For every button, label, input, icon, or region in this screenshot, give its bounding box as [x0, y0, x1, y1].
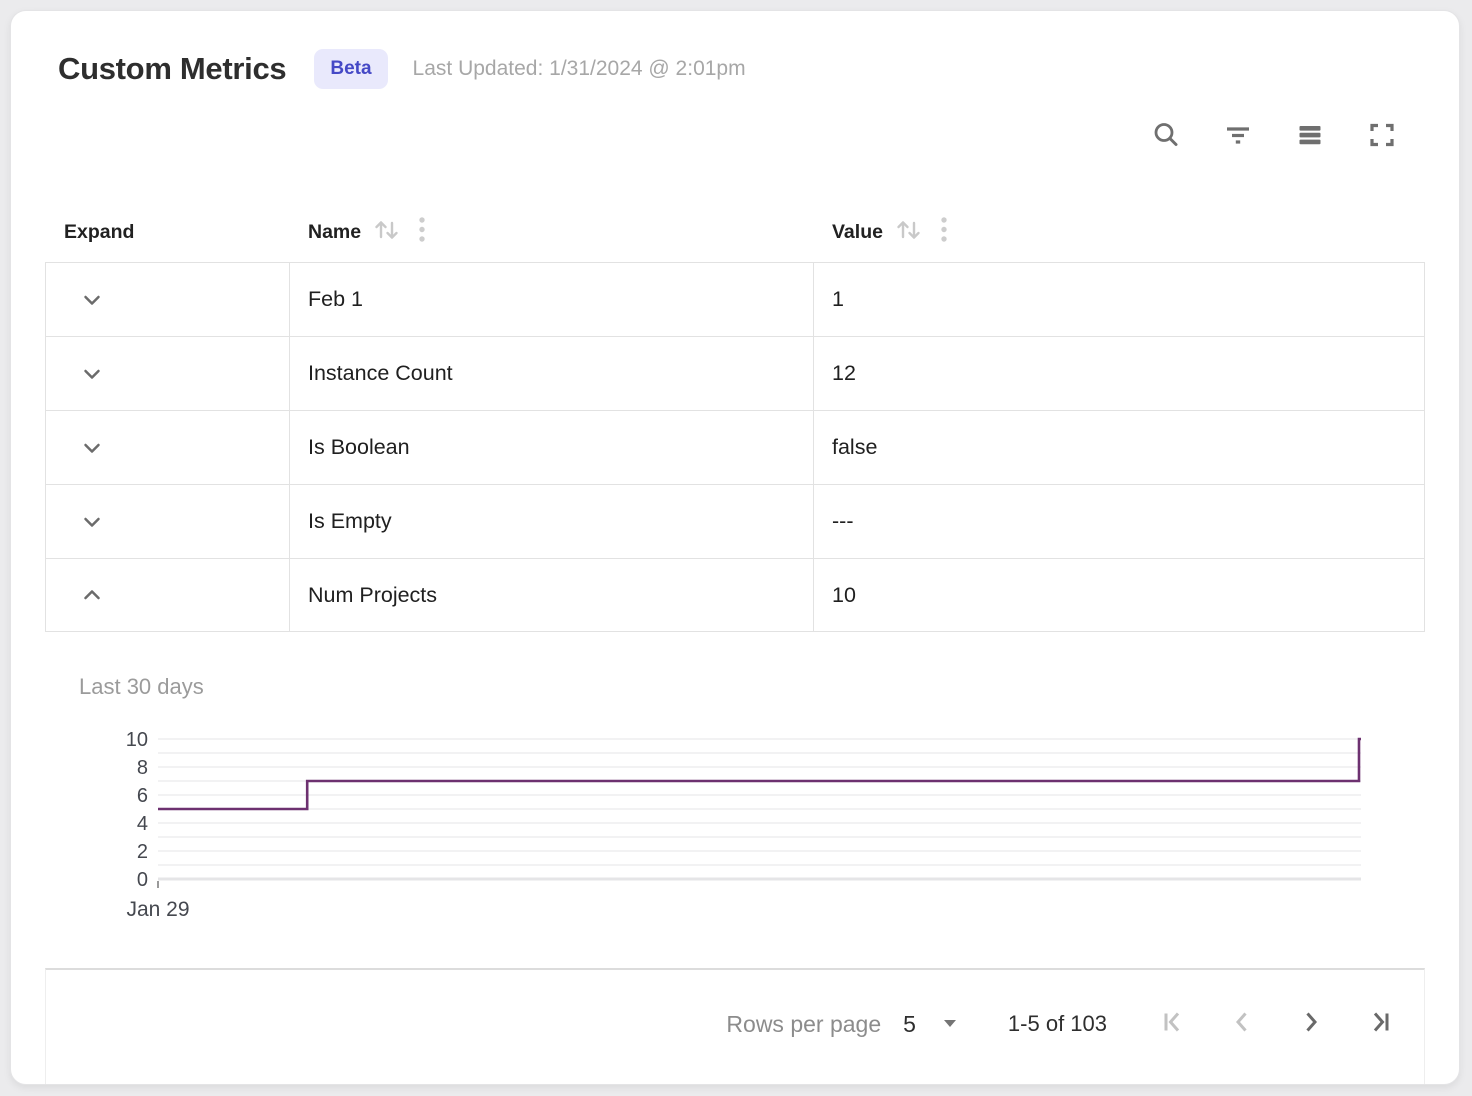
expand-chevron-icon[interactable]	[79, 509, 105, 535]
svg-text:Jan 29: Jan 29	[126, 898, 189, 921]
grid-toolbar	[11, 122, 1398, 152]
cell-name: Instance Count	[289, 337, 813, 410]
fullscreen-icon	[1367, 120, 1397, 155]
table-row[interactable]: Num Projects 10	[46, 558, 1424, 632]
first-page-icon	[1159, 1008, 1187, 1041]
pager-controls	[1159, 1010, 1394, 1038]
data-grid: Expand Name Value	[45, 202, 1425, 933]
first-page-button[interactable]	[1159, 1010, 1187, 1038]
cell-name: Is Boolean	[289, 411, 813, 484]
filter-icon	[1223, 120, 1253, 155]
svg-text:2: 2	[137, 841, 148, 863]
previous-page-button[interactable]	[1228, 1010, 1256, 1038]
last-page-icon	[1366, 1008, 1394, 1041]
next-page-button[interactable]	[1297, 1010, 1325, 1038]
fullscreen-button[interactable]	[1366, 122, 1398, 152]
cell-name: Num Projects	[289, 559, 813, 631]
step-line-chart: 0 2 4 6 8 10 Jan 29	[126, 729, 1361, 921]
last-page-button[interactable]	[1366, 1010, 1394, 1038]
chevron-down-icon	[942, 1015, 958, 1033]
expand-chevron-icon[interactable]	[79, 435, 105, 461]
column-header-name[interactable]: Name	[289, 214, 813, 251]
cell-value: 12	[813, 337, 1424, 410]
density-icon	[1295, 120, 1325, 155]
column-label: Value	[832, 220, 883, 243]
last-updated-text: Last Updated: 1/31/2024 @ 2:01pm	[412, 57, 746, 80]
svg-text:6: 6	[137, 785, 148, 807]
filter-button[interactable]	[1222, 122, 1254, 152]
chevron-left-icon	[1228, 1008, 1256, 1041]
density-button[interactable]	[1294, 122, 1326, 152]
rows-per-page-select[interactable]: 5	[903, 1011, 958, 1038]
rows-per-page-label: Rows per page	[726, 1010, 882, 1037]
beta-badge: Beta	[314, 49, 388, 89]
grid-body: Feb 1 1 Instance Count 12 Is Boolean fal…	[45, 262, 1425, 632]
table-row[interactable]: Instance Count 12	[46, 336, 1424, 410]
column-menu-icon[interactable]	[939, 214, 949, 251]
collapse-chevron-icon[interactable]	[79, 582, 105, 608]
expand-chevron-icon[interactable]	[79, 287, 105, 313]
custom-metrics-card: Custom Metrics Beta Last Updated: 1/31/2…	[10, 10, 1460, 1085]
header: Custom Metrics Beta Last Updated: 1/31/2…	[58, 49, 1412, 89]
table-row[interactable]: Feb 1 1	[46, 262, 1424, 336]
rows-per-page-value: 5	[903, 1010, 916, 1037]
table-row[interactable]: Is Empty ---	[46, 484, 1424, 558]
column-header-expand: Expand	[45, 221, 289, 244]
column-menu-icon[interactable]	[417, 214, 427, 251]
column-header-value[interactable]: Value	[813, 214, 1425, 251]
page-range-label: 1-5 of 103	[1007, 1011, 1107, 1036]
cell-value: 1	[813, 263, 1424, 336]
sort-icon[interactable]	[371, 216, 403, 249]
search-icon	[1151, 120, 1181, 155]
sort-icon[interactable]	[893, 216, 925, 249]
svg-text:4: 4	[137, 813, 148, 835]
svg-text:10: 10	[126, 730, 148, 751]
expand-chevron-icon[interactable]	[79, 361, 105, 387]
grid-header-row: Expand Name Value	[45, 202, 1425, 262]
cell-value: ---	[813, 485, 1424, 558]
chevron-right-icon	[1297, 1008, 1325, 1041]
svg-text:0: 0	[137, 869, 148, 891]
cell-value: 10	[813, 559, 1424, 631]
table-row[interactable]: Is Boolean false	[46, 410, 1424, 484]
pagination-footer: Rows per page 5 1-5 of 103	[45, 968, 1425, 1084]
cell-value: false	[813, 411, 1424, 484]
cell-name: Feb 1	[289, 263, 813, 336]
search-button[interactable]	[1150, 122, 1182, 152]
column-label: Name	[308, 220, 362, 243]
page-title: Custom Metrics	[58, 51, 287, 86]
cell-name: Is Empty	[289, 485, 813, 558]
column-label: Expand	[64, 220, 135, 243]
chart-title: Last 30 days	[79, 674, 204, 699]
metric-history-chart: 0 2 4 6 8 10 Jan 29	[45, 729, 1425, 933]
svg-text:8: 8	[137, 757, 148, 779]
expanded-detail-panel: Last 30 days 0 2 4 6 8 10 Jan 29	[45, 674, 1425, 933]
